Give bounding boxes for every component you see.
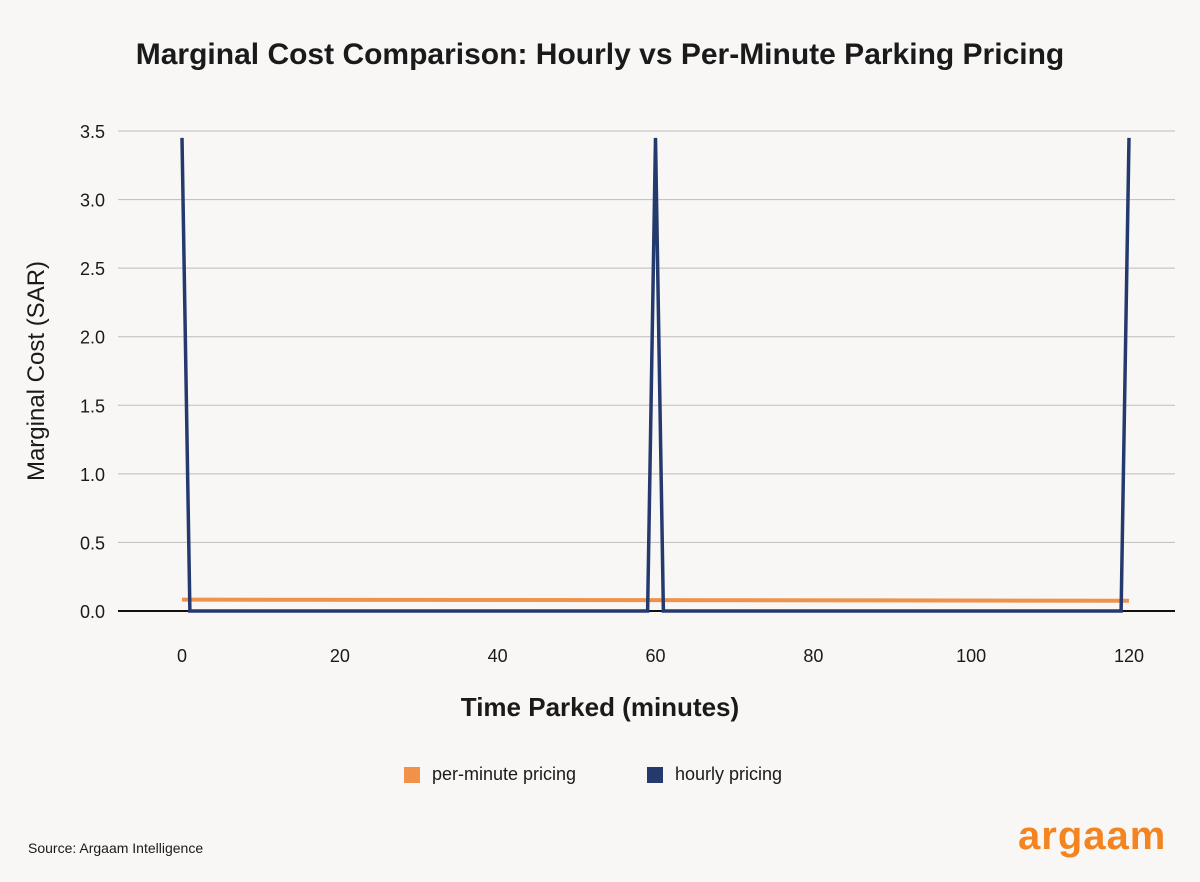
x-tick-label: 80 (803, 646, 823, 666)
series-line-per-minute (181, 597, 1130, 603)
legend-label: hourly pricing (675, 764, 783, 784)
y-tick-label: 0.5 (80, 533, 105, 553)
y-tick-label: 1.0 (80, 465, 105, 485)
y-tick-label: 3.5 (80, 122, 105, 142)
y-tick-label: 2.5 (80, 259, 105, 279)
y-tick-label: 0.0 (80, 602, 105, 622)
x-tick-label: 20 (330, 646, 350, 666)
x-tick-label: 100 (956, 646, 986, 666)
x-axis-label: Time Parked (minutes) (460, 692, 740, 722)
source-note: Source: Argaam Intelligence (28, 840, 204, 856)
x-tick-label: 60 (645, 646, 665, 666)
chart-title: Marginal Cost Comparison: Hourly vs Per-… (135, 38, 1065, 71)
y-axis-label: Marginal Cost (SAR) (23, 260, 50, 482)
y-tick-label: 3.0 (80, 191, 105, 211)
y-tick-label: 1.5 (80, 396, 105, 416)
legend-label: per-minute pricing (432, 764, 577, 784)
legend-item-per-minute: per-minute pricing (404, 764, 576, 785)
x-tick-label: 120 (1114, 646, 1144, 666)
x-tick-label: 40 (488, 646, 508, 666)
x-tick-label: 0 (177, 646, 187, 666)
y-tick-label: 2.0 (80, 328, 105, 348)
legend-swatch (404, 766, 420, 783)
argaam-logo: argaam (1018, 814, 1167, 858)
legend-item-hourly: hourly pricing (647, 764, 782, 785)
series-line-hourly (180, 137, 1131, 613)
legend-swatch (647, 766, 663, 783)
